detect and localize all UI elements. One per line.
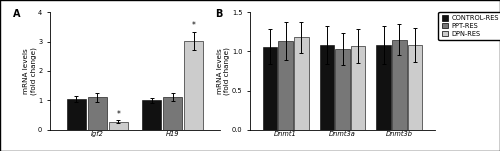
Bar (408, 45, 422, 130)
Bar (351, 46, 366, 130)
Y-axis label: mRNA levels
(fold change): mRNA levels (fold change) (23, 47, 36, 95)
Y-axis label: mRNA levels
(fold change): mRNA levels (fold change) (217, 47, 230, 95)
Bar (320, 45, 334, 130)
Text: *: * (116, 110, 120, 119)
Bar (164, 97, 182, 130)
Bar (184, 41, 203, 130)
Bar (392, 40, 406, 130)
Text: *: * (192, 21, 196, 30)
Bar (262, 47, 277, 130)
Bar (67, 99, 86, 130)
Bar (142, 100, 161, 130)
Bar (376, 45, 390, 130)
Bar (336, 49, 349, 130)
Bar (294, 37, 308, 130)
Bar (278, 41, 292, 130)
Bar (109, 122, 128, 130)
Text: A: A (12, 9, 20, 19)
Legend: CONTROL-RES, PPT-RES, DPN-RES: CONTROL-RES, PPT-RES, DPN-RES (438, 12, 500, 40)
Text: B: B (215, 9, 222, 19)
Bar (88, 98, 106, 130)
